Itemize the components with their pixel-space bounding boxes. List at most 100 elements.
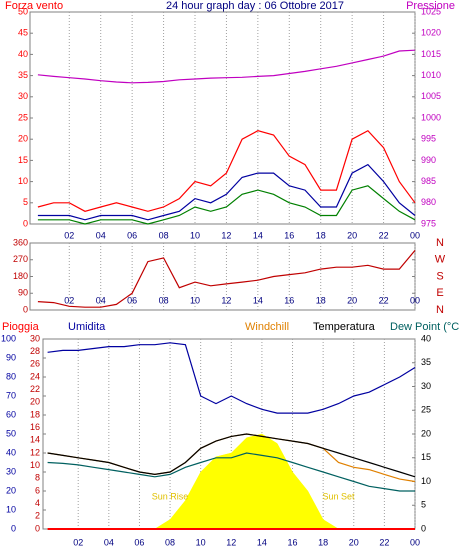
x-tick-label: 02 — [64, 295, 74, 305]
y3-tick-label: 14 — [30, 435, 40, 445]
y-tick-label: 60 — [6, 409, 16, 419]
x-tick-label: 08 — [159, 295, 169, 305]
annotation: Sun Set — [322, 491, 355, 501]
y2-tick-label: 40 — [421, 333, 431, 343]
x-tick-label: 10 — [190, 230, 200, 240]
y2-tick-label: 10 — [421, 476, 431, 486]
y2-tick-label: 30 — [421, 381, 431, 391]
y2-tick-label: 20 — [421, 428, 431, 438]
y2-tick-label: 1000 — [421, 112, 441, 122]
y3-tick-label: 2 — [35, 511, 40, 521]
y2-tick-label: N — [436, 304, 444, 316]
y2-tick-label: 5 — [421, 500, 426, 510]
y3-tick-label: 30 — [30, 333, 40, 343]
y-tick-label: 30 — [18, 91, 28, 101]
y-tick-label: 0 — [23, 304, 28, 314]
legend-entry: Umidita — [68, 321, 106, 333]
x-tick-label: 10 — [196, 537, 206, 547]
y2-tick-label: 995 — [421, 134, 436, 144]
y2-tick-label: S — [436, 270, 443, 282]
y3-tick-label: 10 — [30, 460, 40, 470]
x-tick-label: 18 — [316, 295, 326, 305]
y2-tick-label: 15 — [421, 452, 431, 462]
legend-entry: Temperatura — [313, 321, 376, 333]
y2-tick-label: 990 — [421, 155, 436, 165]
y-tick-label: 35 — [18, 70, 28, 80]
x-tick-label: 04 — [96, 230, 106, 240]
line — [47, 433, 416, 478]
line — [37, 163, 416, 221]
y-tick-label: 40 — [18, 49, 28, 59]
y3-tick-label: 12 — [30, 447, 40, 457]
y2-tick-label: 980 — [421, 197, 436, 207]
y3-tick-label: 28 — [30, 346, 40, 356]
y-axis-label: Forza vento — [5, 0, 63, 12]
y3-tick-label: 18 — [30, 409, 40, 419]
y3-tick-label: 24 — [30, 371, 40, 381]
y-tick-label: 10 — [6, 504, 16, 514]
x-tick-label: 14 — [257, 537, 267, 547]
x-tick-label: 00 — [410, 230, 420, 240]
y2-tick-label: 1010 — [421, 70, 441, 80]
x-tick-label: 12 — [221, 230, 231, 240]
x-tick-label: 06 — [134, 537, 144, 547]
y-tick-label: 360 — [13, 237, 28, 247]
x-tick-label: 14 — [253, 295, 263, 305]
x-tick-label: 18 — [316, 230, 326, 240]
x-tick-label: 22 — [379, 230, 389, 240]
x-tick-label: 22 — [379, 537, 389, 547]
x-tick-label: 06 — [127, 295, 137, 305]
y-tick-label: 270 — [13, 254, 28, 264]
x-tick-label: 20 — [349, 537, 359, 547]
x-tick-label: 14 — [253, 230, 263, 240]
y2-tick-label: 1005 — [421, 91, 441, 101]
x-tick-label: 00 — [410, 537, 420, 547]
line — [37, 185, 416, 225]
y-tick-label: 70 — [6, 390, 16, 400]
y2-tick-label: 1020 — [421, 28, 441, 38]
y3-tick-label: 6 — [35, 485, 40, 495]
y2-tick-label: 25 — [421, 405, 431, 415]
y-tick-label: 5 — [23, 197, 28, 207]
line — [37, 49, 416, 84]
y3-tick-label: 8 — [35, 473, 40, 483]
x-tick-label: 12 — [221, 295, 231, 305]
y-tick-label: 180 — [13, 271, 28, 281]
x-tick-label: 04 — [104, 537, 114, 547]
x-tick-label: 00 — [410, 295, 420, 305]
y-tick-label: 0 — [23, 218, 28, 228]
x-tick-label: 20 — [347, 295, 357, 305]
x-tick-label: 08 — [165, 537, 175, 547]
x-tick-label: 08 — [159, 230, 169, 240]
y-tick-label: 40 — [6, 447, 16, 457]
y3-tick-label: 4 — [35, 498, 40, 508]
x-tick-label: 04 — [96, 295, 106, 305]
x-tick-label: 10 — [190, 295, 200, 305]
y3-tick-label: 22 — [30, 384, 40, 394]
y-tick-label: 10 — [18, 176, 28, 186]
x-tick-label: 16 — [284, 295, 294, 305]
y3-tick-label: 16 — [30, 422, 40, 432]
y2-tick-label: 1015 — [421, 49, 441, 59]
y-tick-label: 100 — [1, 333, 16, 343]
x-tick-label: 02 — [64, 230, 74, 240]
y-tick-label: 30 — [6, 466, 16, 476]
y3-tick-label: 20 — [30, 397, 40, 407]
y-tick-label: 20 — [18, 134, 28, 144]
y2-tick-label: E — [436, 287, 443, 299]
x-tick-label: 06 — [127, 230, 137, 240]
y-tick-label: 50 — [18, 6, 28, 16]
x-tick-label: 16 — [284, 230, 294, 240]
x-tick-label: 22 — [379, 295, 389, 305]
chart-title: 24 hour graph day : 06 Ottobre 2017 — [166, 0, 344, 12]
y-tick-label: 50 — [6, 428, 16, 438]
annotation: Sun Rise — [152, 491, 189, 501]
x-tick-label: 12 — [226, 537, 236, 547]
y2-tick-label: 35 — [421, 357, 431, 367]
y-tick-label: 15 — [18, 155, 28, 165]
line — [37, 129, 416, 212]
y-tick-label: 90 — [18, 288, 28, 298]
y2-tick-label: 1025 — [421, 6, 441, 16]
y-tick-label: 90 — [6, 352, 16, 362]
legend-entry: Dew Point (°C — [390, 321, 459, 333]
